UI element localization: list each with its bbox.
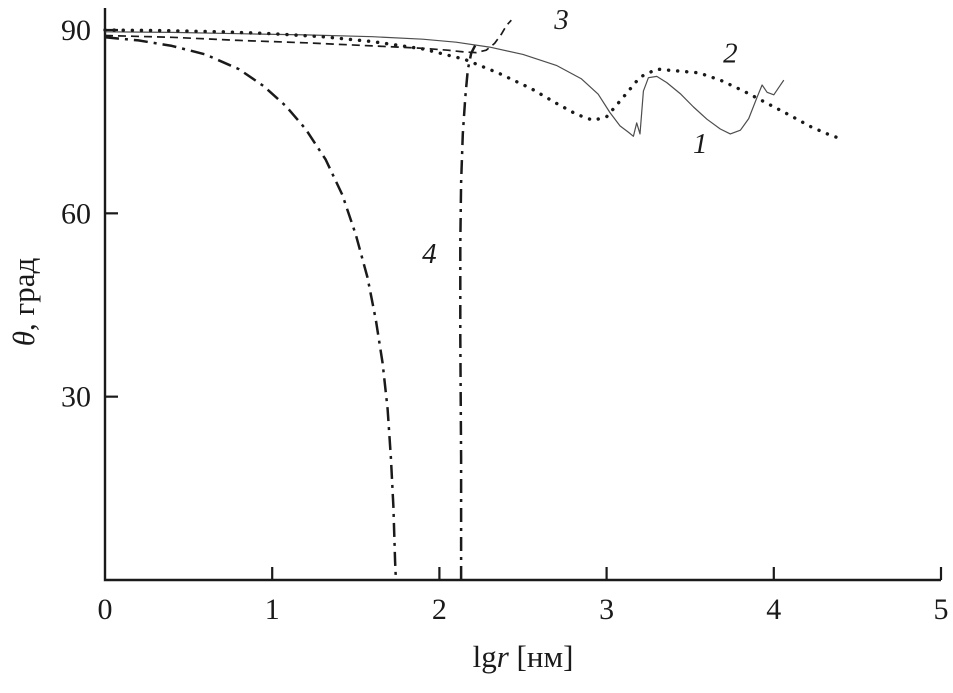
axis-titles-group: lgr [нм] θ, град [6, 258, 573, 674]
x-tick-label: 3 [599, 593, 614, 626]
series-4-right-line [459, 42, 478, 580]
series-2-line [103, 28, 843, 141]
curve-label-1: 1 [693, 128, 708, 160]
x-tick-label: 5 [934, 593, 949, 626]
y-tick-label: 60 [61, 197, 91, 230]
x-tick-label: 1 [265, 593, 280, 626]
x-tick-label: 2 [432, 593, 447, 626]
curve-labels-group: 1 2 3 4 [422, 4, 737, 270]
series-4-left-line [104, 36, 398, 581]
axis-line [103, 8, 941, 582]
curve-label-3: 3 [553, 4, 569, 36]
series-1-line [104, 31, 785, 137]
curve-label-2: 2 [723, 38, 738, 70]
y-axis-title: θ, град [6, 258, 41, 347]
curve-label-4: 4 [422, 238, 437, 270]
y-tick-label: 30 [61, 381, 91, 414]
y-tick-label: 90 [61, 14, 91, 47]
axes-group: 0 1 2 3 4 5 30 60 90 [61, 8, 949, 626]
x-axis-title: lgr [нм] [473, 639, 574, 674]
x-tick-label: 4 [766, 593, 781, 626]
series-3-line [104, 19, 512, 54]
series-group [103, 19, 843, 581]
x-tick-label: 0 [98, 593, 113, 626]
